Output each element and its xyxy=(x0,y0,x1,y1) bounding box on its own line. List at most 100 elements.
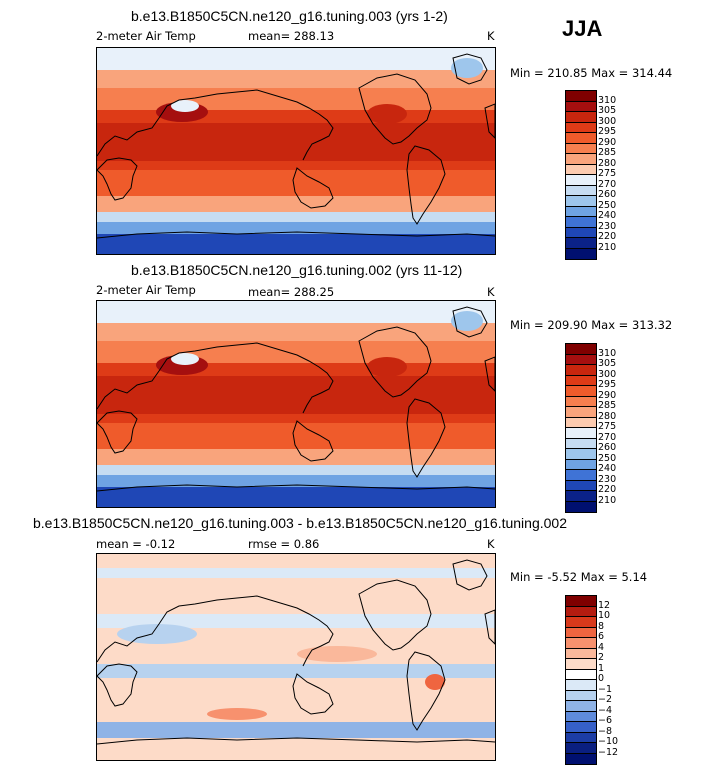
colorbar-swatch xyxy=(566,428,596,439)
colorbar-swatch xyxy=(566,217,596,228)
colorbar-swatch xyxy=(566,659,596,670)
colorbar-tick-label: 240 xyxy=(598,210,617,221)
colorbar-tick-label: 300 xyxy=(598,368,617,380)
coastline xyxy=(452,559,488,591)
colorbar-tick-label: 260 xyxy=(598,442,617,453)
field-warm-patch-pacific xyxy=(297,646,377,662)
field-band-southern-ocean-cool xyxy=(97,722,495,738)
colorbar-tick-label: 1 xyxy=(598,662,605,674)
coastline xyxy=(358,579,432,651)
colorbar-swatch xyxy=(566,753,596,764)
field-band-southern-ocean xyxy=(97,212,495,222)
colorbar-swatch xyxy=(566,627,596,638)
colorbar-swatch xyxy=(566,112,596,123)
colorbar-swatch xyxy=(566,711,596,722)
colorbar-tick-label: −12 xyxy=(598,746,619,758)
colorbar-tick-label: 280 xyxy=(598,410,617,422)
coastline xyxy=(97,410,138,454)
colorbar-swatch xyxy=(566,101,596,112)
coastline xyxy=(292,673,334,715)
colorbar-tick-label: 210 xyxy=(598,494,617,506)
colorbar-swatch xyxy=(566,196,596,207)
field-warm-patch-south-america xyxy=(425,674,445,690)
field-band-south-cool xyxy=(97,664,495,678)
colorbar-tick-label: −8 xyxy=(598,725,613,737)
colorbar-swatch xyxy=(566,238,596,249)
panel-2-minmax: Min = 209.90 Max = 313.32 xyxy=(510,318,673,332)
field-band-arctic-cool xyxy=(97,568,495,578)
panel-3-minmax: Min = -5.52 Max = 5.14 xyxy=(510,570,648,584)
colorbar-swatch xyxy=(566,344,596,355)
colorbar-swatch xyxy=(566,701,596,712)
panel-3-colorbar xyxy=(565,595,597,765)
colorbar-swatch xyxy=(566,154,596,165)
panel-1-variable: 2-meter Air Temp xyxy=(96,29,196,43)
colorbar-tick-label: 230 xyxy=(598,220,617,232)
panel-1-units: K xyxy=(487,29,495,43)
colorbar-swatch xyxy=(566,91,596,102)
coastline xyxy=(452,53,488,85)
colorbar-tick-label: 270 xyxy=(598,178,617,190)
field-band-midlat-south xyxy=(97,449,495,465)
coastline xyxy=(406,651,446,731)
panel-1-mean: mean= 288.13 xyxy=(248,29,335,43)
colorbar-tick-label: 275 xyxy=(598,168,617,179)
field-band-warm-pool xyxy=(97,376,495,414)
colorbar-swatch xyxy=(566,722,596,733)
panel-3-map xyxy=(96,553,496,761)
colorbar-tick-label: 220 xyxy=(598,484,617,495)
season-label: JJA xyxy=(562,16,603,41)
colorbar-swatch xyxy=(566,470,596,481)
coastline xyxy=(484,103,495,139)
panel-1-title: b.e13.B1850C5CN.ne120_g16.tuning.003 (yr… xyxy=(131,8,448,24)
colorbar-swatch xyxy=(566,143,596,154)
field-band-antarctica xyxy=(97,234,495,254)
coastline xyxy=(97,737,495,745)
colorbar-swatch xyxy=(566,417,596,428)
colorbar-swatch xyxy=(566,122,596,133)
coastline xyxy=(97,484,495,492)
panel-3-mean: mean = -0.12 xyxy=(96,537,176,551)
colorbar-swatch xyxy=(566,206,596,217)
field-band-subtropics-south xyxy=(97,423,495,449)
colorbar-swatch xyxy=(566,438,596,449)
field-hot-spot-north-america xyxy=(367,104,407,124)
colorbar-tick-label: 285 xyxy=(598,400,617,411)
colorbar-swatch xyxy=(566,449,596,460)
colorbar-swatch xyxy=(566,690,596,701)
panel-2-map xyxy=(96,300,496,508)
panel-1-map xyxy=(96,47,496,255)
colorbar-tick-label: 305 xyxy=(598,105,617,116)
panel-2-colorbar xyxy=(565,343,597,513)
coastline xyxy=(484,609,495,645)
field-cold-spot-greenland xyxy=(451,58,483,78)
colorbar-tick-label: 12 xyxy=(598,599,611,611)
colorbar-tick-label: −6 xyxy=(598,715,613,726)
colorbar-swatch xyxy=(566,669,596,680)
panel-2-title: b.e13.B1850C5CN.ne120_g16.tuning.002 (yr… xyxy=(131,262,463,278)
colorbar-tick-label: 230 xyxy=(598,473,617,485)
colorbar-tick-label: 2 xyxy=(598,652,605,663)
colorbar-swatch xyxy=(566,501,596,512)
panel-1-minmax: Min = 210.85 Max = 314.44 xyxy=(510,66,673,80)
colorbar-tick-label: 210 xyxy=(598,241,617,253)
field-band-arctic xyxy=(97,301,495,323)
coastline xyxy=(292,420,334,462)
coastline xyxy=(358,326,432,398)
field-cold-spot-tibet xyxy=(171,100,199,112)
colorbar-swatch xyxy=(566,375,596,386)
coastline xyxy=(97,595,334,667)
coastline xyxy=(406,145,446,225)
colorbar-tick-label: 4 xyxy=(598,641,605,653)
colorbar-swatch xyxy=(566,354,596,365)
coastline xyxy=(97,663,138,707)
coastline xyxy=(97,89,334,161)
field-band-antarctic-coast xyxy=(97,475,495,487)
colorbar-tick-label: 295 xyxy=(598,379,617,390)
colorbar-swatch xyxy=(566,386,596,397)
panel-2-mean: mean= 288.25 xyxy=(248,285,335,299)
colorbar-swatch xyxy=(566,365,596,376)
coastline xyxy=(358,73,432,145)
colorbar-swatch xyxy=(566,732,596,743)
